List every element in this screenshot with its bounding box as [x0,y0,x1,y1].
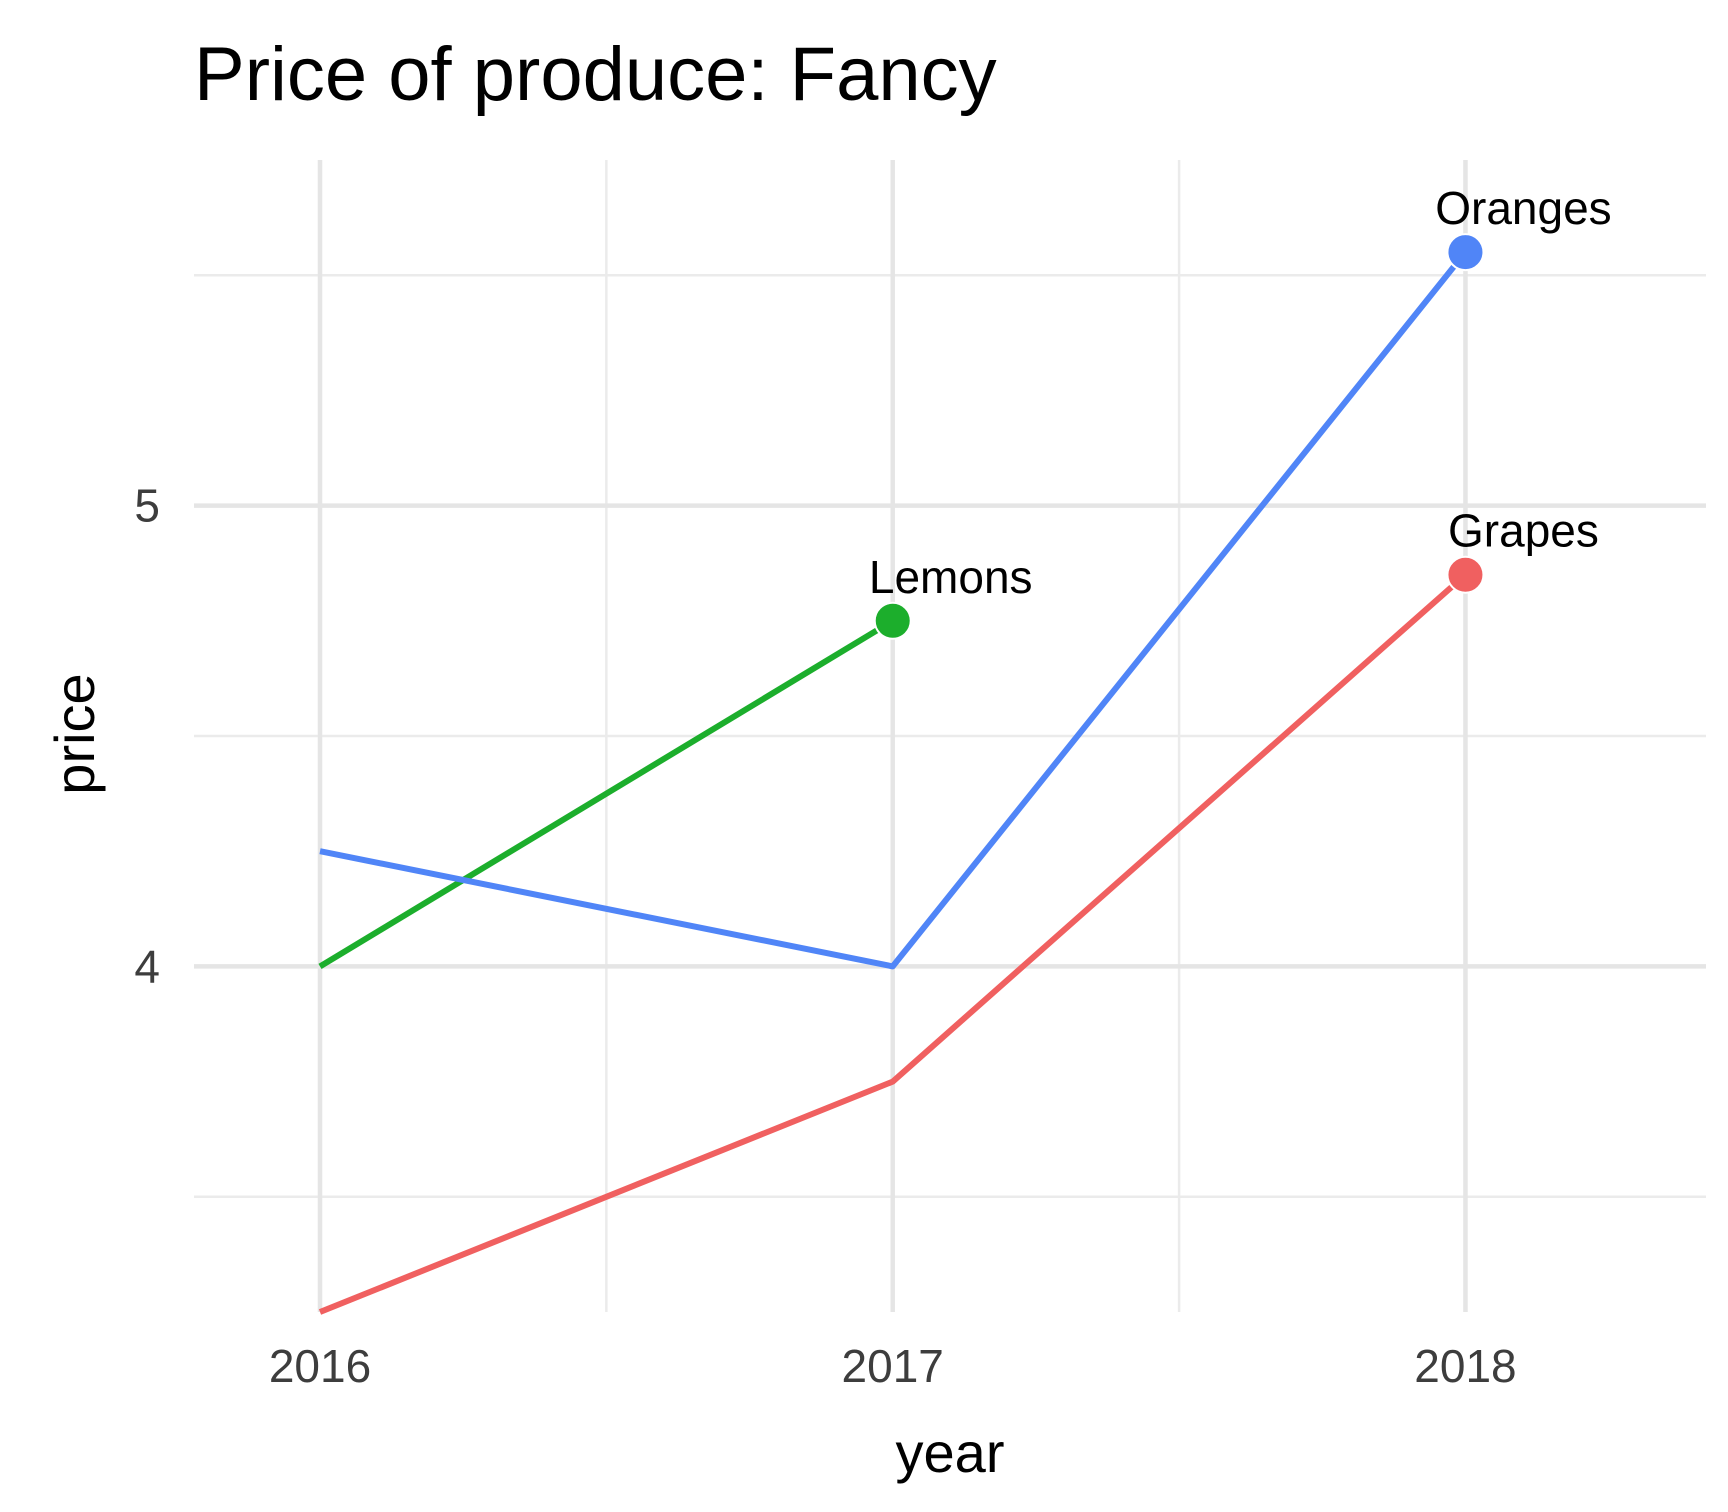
end-point-grapes [1446,555,1485,594]
end-point-oranges [1446,233,1485,272]
y-axis-title: price [43,673,106,794]
tick-labels: 2016 2017 2018 4 5 [134,480,1516,1392]
end-point-lemons [873,601,912,640]
series-line-grapes [318,572,1468,1315]
series-lines [318,250,1468,1315]
x-tick-label: 2016 [269,1340,371,1392]
grid [194,160,1706,1312]
series-line-lemons [318,618,895,969]
x-tick-label: 2017 [842,1340,944,1392]
series-line-oranges [319,250,1468,970]
y-tick-label: 4 [134,940,160,992]
point-label-lemons: Lemons [869,551,1033,603]
x-tick-label: 2018 [1414,1340,1516,1392]
x-axis-title: year [896,1421,1005,1484]
point-label-grapes: Grapes [1448,505,1599,557]
chart-title: Price of produce: Fancy [194,32,997,117]
point-label-oranges: Oranges [1435,182,1611,234]
end-points: Grapes Lemons Oranges [869,182,1612,640]
y-tick-label: 5 [134,480,160,532]
